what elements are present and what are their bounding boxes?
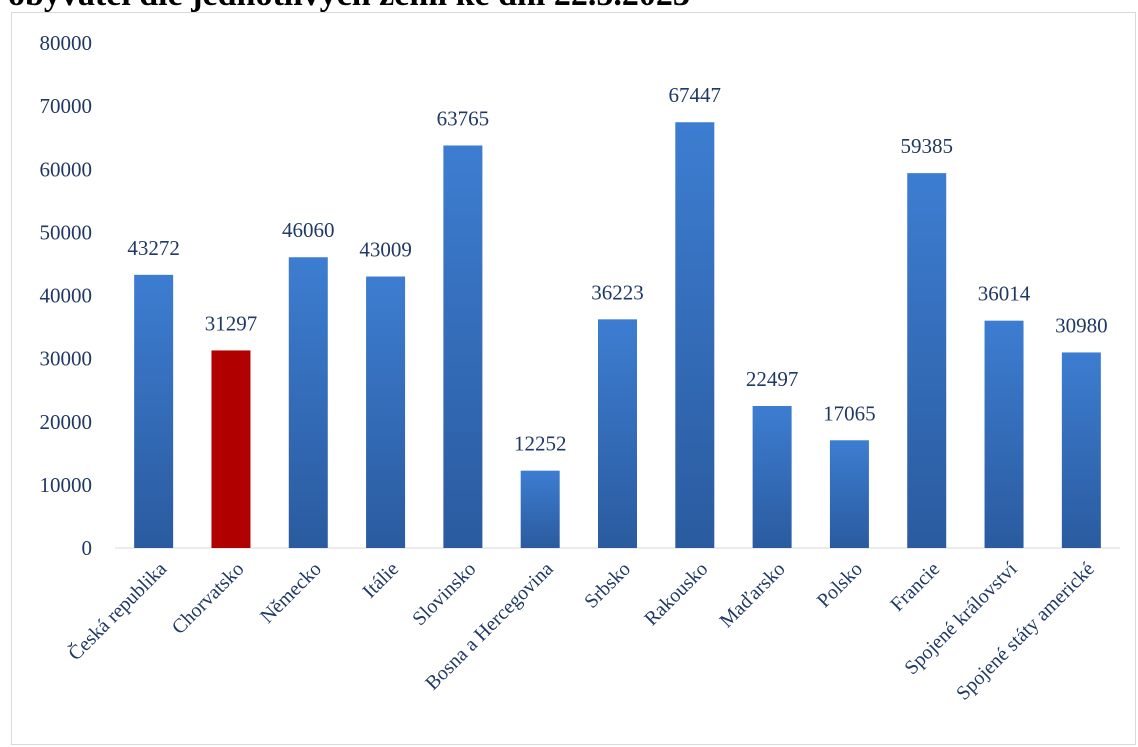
bar	[675, 122, 715, 548]
data-labels: 43272 31297 46060 43009 63765 12252 36223 67447…	[127, 83, 1107, 455]
y-tick-label: 0	[82, 536, 93, 560]
data-label: 17065	[823, 401, 876, 425]
bar	[520, 470, 560, 548]
data-label: 31297	[205, 311, 258, 335]
category-label: Německo	[256, 558, 326, 628]
chart-title: obyvatel dle jednotlivých zemí ke dni 22…	[8, 0, 690, 12]
category-label: Slovinsko	[408, 558, 480, 630]
y-axis: 0 10000 20000 30000 40000 50000 60000 70000 8000…	[40, 31, 93, 560]
y-tick-label: 10000	[40, 473, 93, 497]
category-label: Spojené státy americké	[952, 558, 1099, 705]
y-tick-label: 40000	[40, 284, 93, 308]
y-tick-label: 80000	[40, 31, 93, 55]
category-label: Chorvatsko	[168, 558, 249, 639]
category-label: Česká republika	[63, 556, 172, 665]
bar	[598, 319, 637, 548]
bar	[984, 320, 1024, 548]
bar	[443, 145, 483, 548]
y-tick-label: 30000	[40, 347, 93, 371]
bar	[211, 350, 251, 548]
category-label: Rakousko	[640, 558, 712, 630]
y-tick-label: 70000	[40, 94, 93, 118]
data-label: 46060	[282, 218, 335, 242]
category-label: Polsko	[813, 558, 867, 612]
bar	[907, 173, 947, 548]
category-label: Srbsko	[580, 558, 635, 613]
bar	[1061, 352, 1101, 548]
bar	[752, 405, 792, 548]
bar	[134, 274, 174, 548]
data-label: 67447	[669, 83, 722, 107]
data-label: 30980	[1055, 313, 1108, 337]
data-label: 36014	[978, 282, 1031, 306]
data-label: 12252	[514, 432, 567, 456]
bar	[829, 440, 869, 548]
bar	[288, 257, 328, 548]
chart-frame	[11, 12, 1136, 745]
category-label: Itálie	[358, 558, 403, 603]
data-label: 63765	[437, 106, 490, 130]
data-label: 59385	[900, 134, 953, 158]
category-label: Bosna a Hercegovina	[421, 558, 558, 695]
y-tick-label: 60000	[40, 157, 93, 181]
y-tick-label: 20000	[40, 410, 93, 434]
data-label: 43272	[127, 236, 180, 260]
bar	[366, 276, 406, 548]
data-label: 36223	[591, 280, 644, 304]
bars	[134, 122, 1101, 548]
category-label: Maďarsko	[715, 558, 789, 632]
y-tick-label: 50000	[40, 220, 93, 244]
data-label: 43009	[359, 238, 412, 262]
category-label: Francie	[886, 558, 944, 616]
data-label: 22497	[746, 367, 799, 391]
